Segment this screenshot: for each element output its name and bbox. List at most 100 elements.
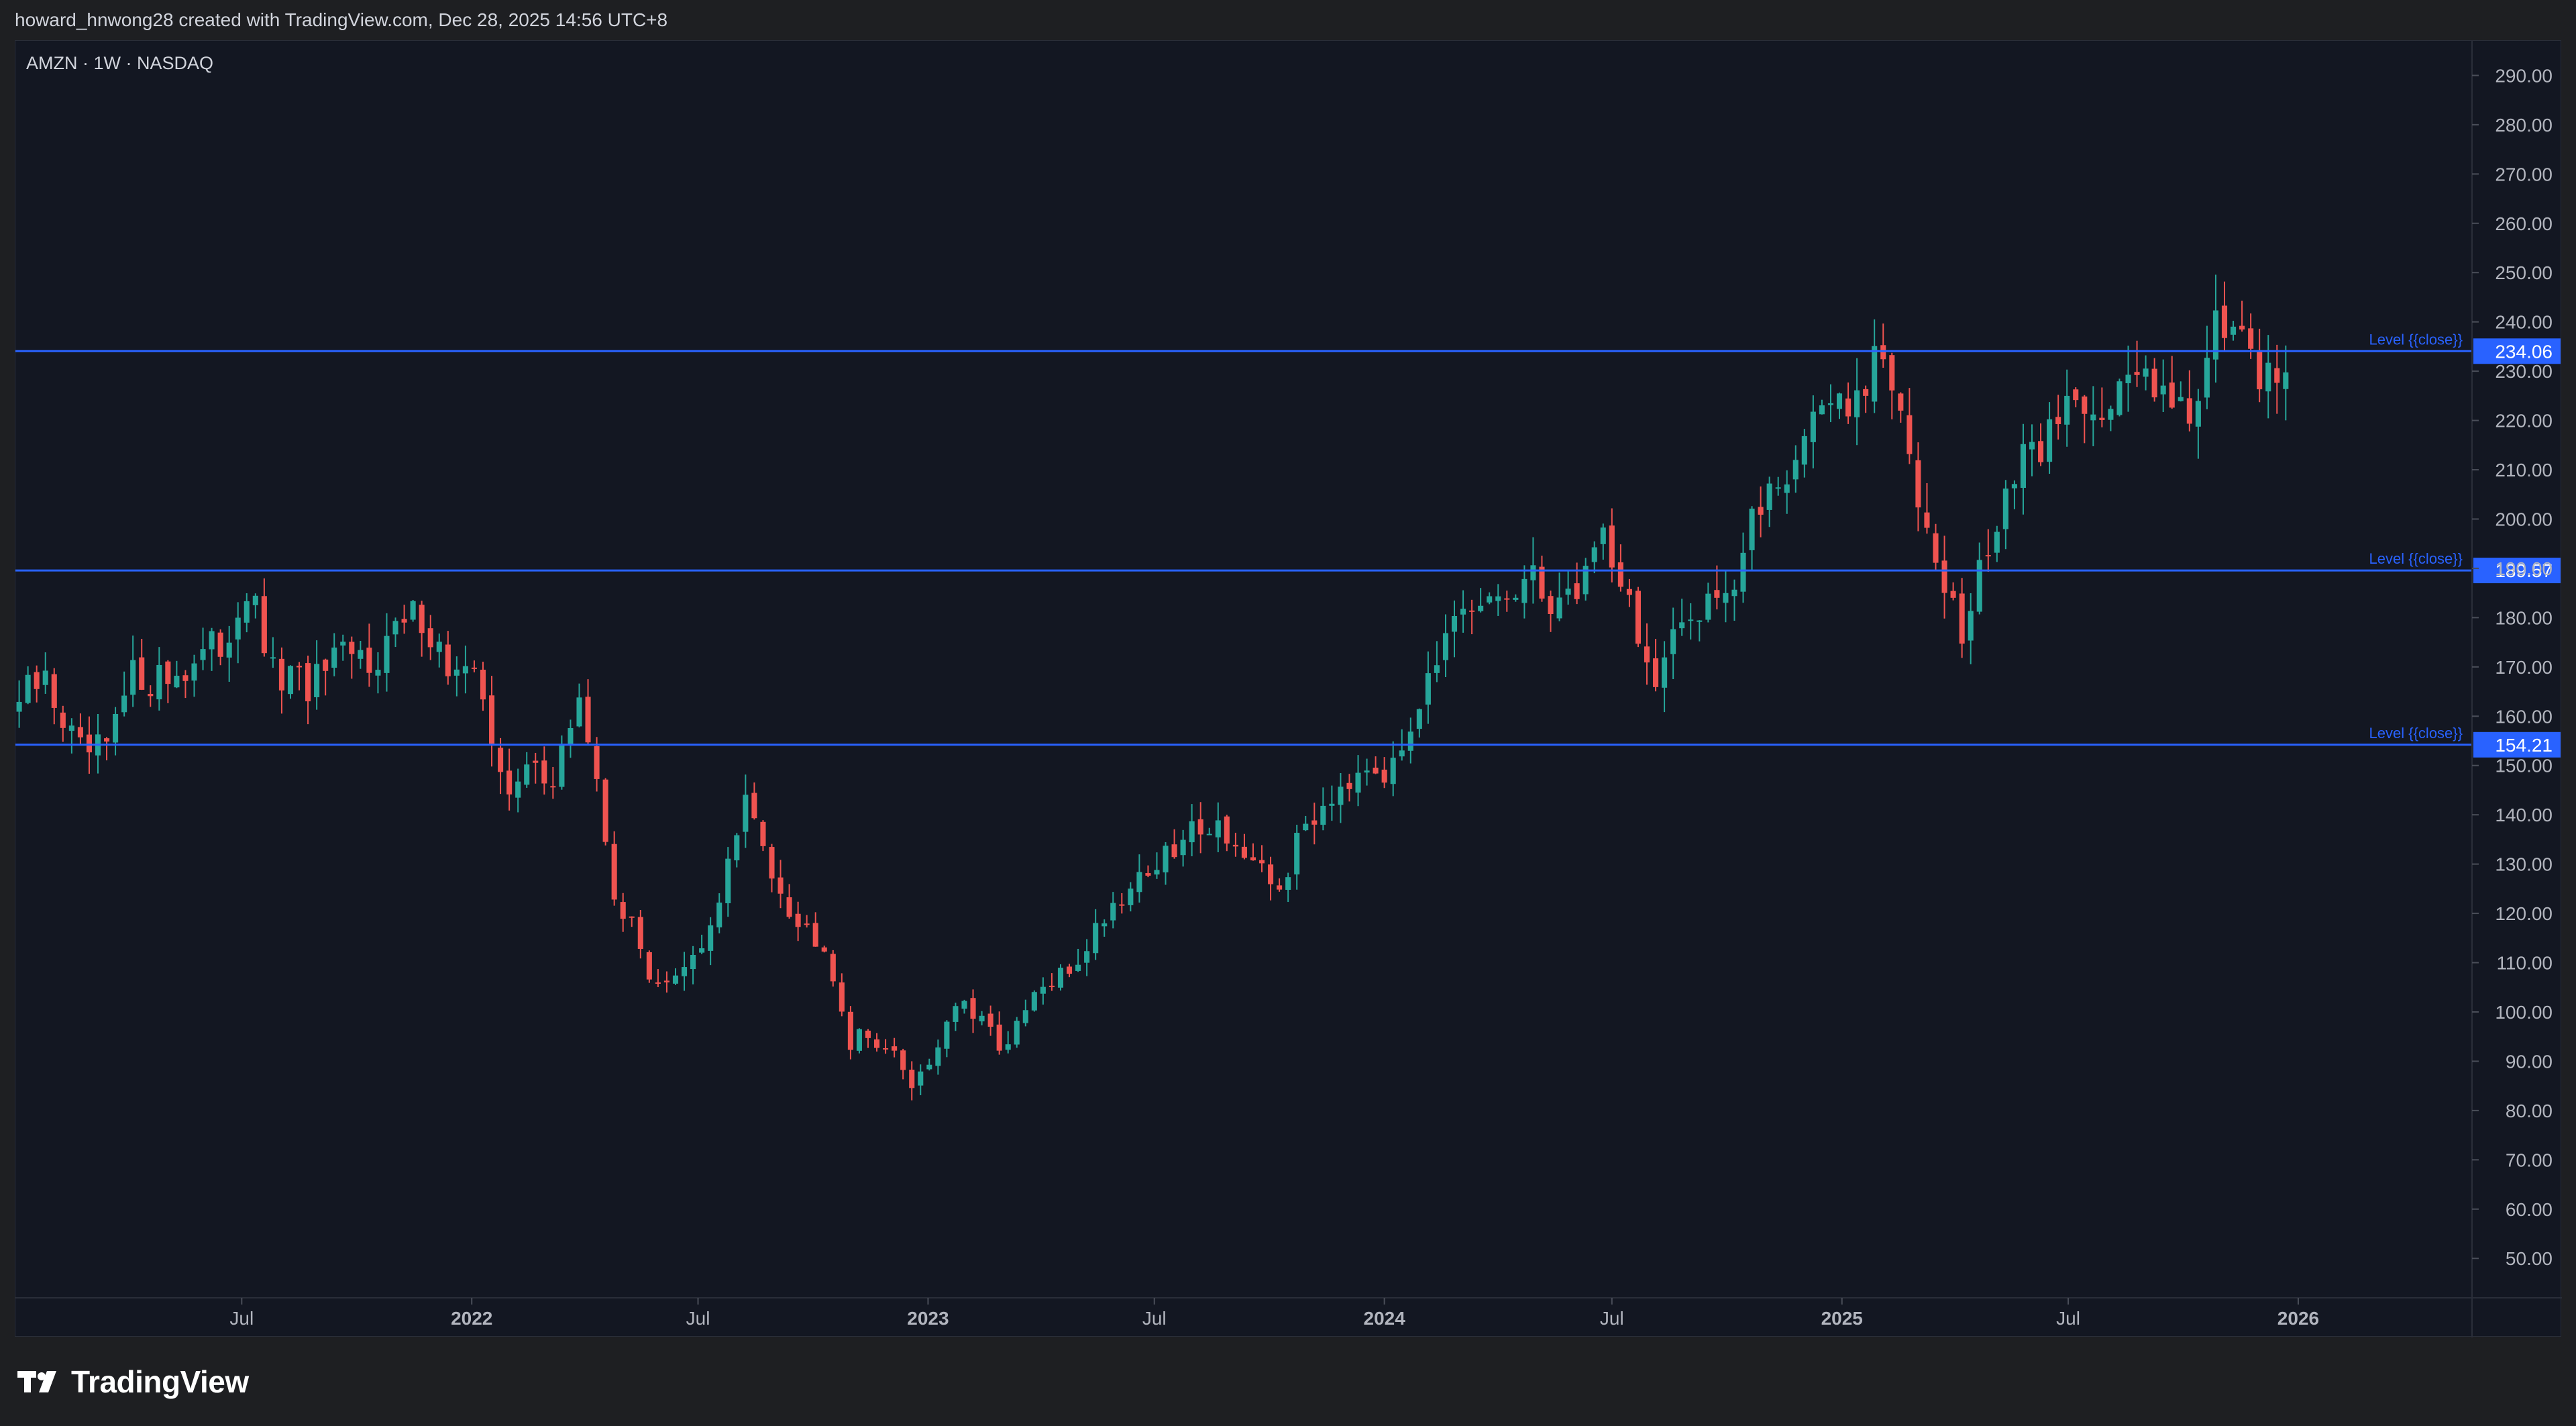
candle[interactable] — [1933, 523, 1939, 570]
candle[interactable] — [1740, 532, 1746, 603]
candle[interactable] — [410, 600, 416, 622]
candle[interactable] — [1810, 395, 1816, 468]
candle[interactable] — [883, 1039, 889, 1054]
candle[interactable] — [1258, 845, 1265, 872]
candle[interactable] — [655, 969, 661, 987]
candle[interactable] — [1513, 594, 1519, 602]
candle[interactable] — [1915, 442, 1921, 531]
candle[interactable] — [366, 623, 372, 687]
candle[interactable] — [2212, 274, 2219, 383]
candle[interactable] — [524, 752, 530, 788]
candle[interactable] — [1442, 614, 1449, 678]
candle[interactable] — [1591, 541, 1597, 574]
candle[interactable] — [2265, 335, 2271, 419]
candle[interactable] — [1749, 506, 1755, 571]
candle[interactable] — [900, 1048, 906, 1080]
candle[interactable] — [839, 973, 845, 1017]
candle[interactable] — [453, 656, 460, 697]
candle[interactable] — [1031, 990, 1037, 1012]
candle[interactable] — [244, 593, 250, 633]
candle[interactable] — [2283, 345, 2289, 421]
candle[interactable] — [68, 718, 74, 754]
candle[interactable] — [2239, 301, 2245, 332]
candle[interactable] — [1232, 832, 1238, 857]
candle[interactable] — [926, 1058, 932, 1071]
candle[interactable] — [1040, 977, 1046, 1005]
candle[interactable] — [419, 601, 425, 657]
candle[interactable] — [235, 602, 241, 664]
candle[interactable] — [60, 705, 66, 742]
candle[interactable] — [1434, 641, 1440, 682]
candle[interactable] — [156, 647, 162, 711]
candle[interactable] — [1872, 319, 1878, 413]
candle[interactable] — [103, 737, 110, 761]
candle[interactable] — [1407, 717, 1413, 764]
candle[interactable] — [1635, 587, 1642, 648]
candle[interactable] — [148, 685, 154, 707]
candle[interactable] — [873, 1033, 880, 1052]
candle[interactable] — [559, 735, 565, 790]
candle[interactable] — [1250, 843, 1256, 861]
candle[interactable] — [2064, 369, 2070, 447]
candle[interactable] — [1819, 399, 1825, 415]
candle[interactable] — [1119, 893, 1125, 914]
candle[interactable] — [725, 847, 731, 917]
tradingview-logo[interactable]: TradingView — [16, 1364, 249, 1400]
candle[interactable] — [541, 746, 547, 795]
candle[interactable] — [1163, 842, 1169, 885]
candle[interactable] — [1959, 578, 1965, 658]
candle[interactable] — [795, 901, 801, 941]
candle[interactable] — [1355, 755, 1361, 807]
level-line-group[interactable]: Level {{close}} 234.06 — [15, 331, 2561, 364]
candle[interactable] — [760, 820, 766, 852]
candle[interactable] — [1338, 772, 1344, 823]
candle[interactable] — [2195, 389, 2201, 459]
candle[interactable] — [2274, 344, 2280, 414]
candle[interactable] — [602, 778, 608, 846]
candle[interactable] — [1688, 603, 1694, 640]
candle[interactable] — [1014, 1017, 1020, 1048]
candle[interactable] — [2186, 370, 2192, 431]
candle[interactable] — [392, 617, 398, 648]
chart-panel[interactable]: Level {{close}} 234.06 Level {{close}} 189.… — [15, 40, 2562, 1337]
candle[interactable] — [1154, 852, 1160, 879]
candle[interactable] — [646, 950, 652, 983]
candle[interactable] — [261, 578, 267, 657]
candle[interactable] — [1994, 525, 2000, 562]
candle[interactable] — [1102, 919, 1108, 937]
candle[interactable] — [1626, 578, 1632, 607]
candle[interactable] — [786, 884, 792, 919]
candle[interactable] — [436, 633, 442, 668]
candle[interactable] — [1600, 523, 1606, 560]
candle[interactable] — [34, 665, 40, 703]
candle[interactable] — [2055, 395, 2061, 440]
candle[interactable] — [830, 950, 836, 987]
candle[interactable] — [1679, 599, 1685, 636]
candle[interactable] — [340, 634, 346, 661]
candle[interactable] — [1548, 591, 1554, 632]
candle[interactable] — [1303, 815, 1309, 831]
candle[interactable] — [1346, 774, 1352, 802]
candle[interactable] — [1565, 570, 1571, 605]
candle[interactable] — [384, 613, 390, 692]
candle[interactable] — [2151, 358, 2157, 402]
candle[interactable] — [751, 782, 757, 820]
candle[interactable] — [716, 893, 722, 933]
candle[interactable] — [1766, 476, 1772, 527]
candle[interactable] — [1836, 393, 1843, 419]
candle[interactable] — [95, 713, 101, 774]
candle[interactable] — [445, 631, 451, 685]
candle[interactable] — [1976, 542, 1982, 615]
candle[interactable] — [576, 683, 582, 727]
candle[interactable] — [226, 625, 232, 682]
candle[interactable] — [1416, 708, 1422, 738]
candle[interactable] — [594, 737, 600, 792]
candle[interactable] — [139, 639, 145, 691]
candle[interactable] — [1556, 572, 1562, 621]
candle[interactable] — [1425, 651, 1431, 724]
candle[interactable] — [506, 748, 513, 811]
candle[interactable] — [1057, 964, 1064, 991]
candle[interactable] — [979, 1011, 985, 1025]
candle[interactable] — [2221, 281, 2228, 352]
candle[interactable] — [1705, 582, 1711, 623]
